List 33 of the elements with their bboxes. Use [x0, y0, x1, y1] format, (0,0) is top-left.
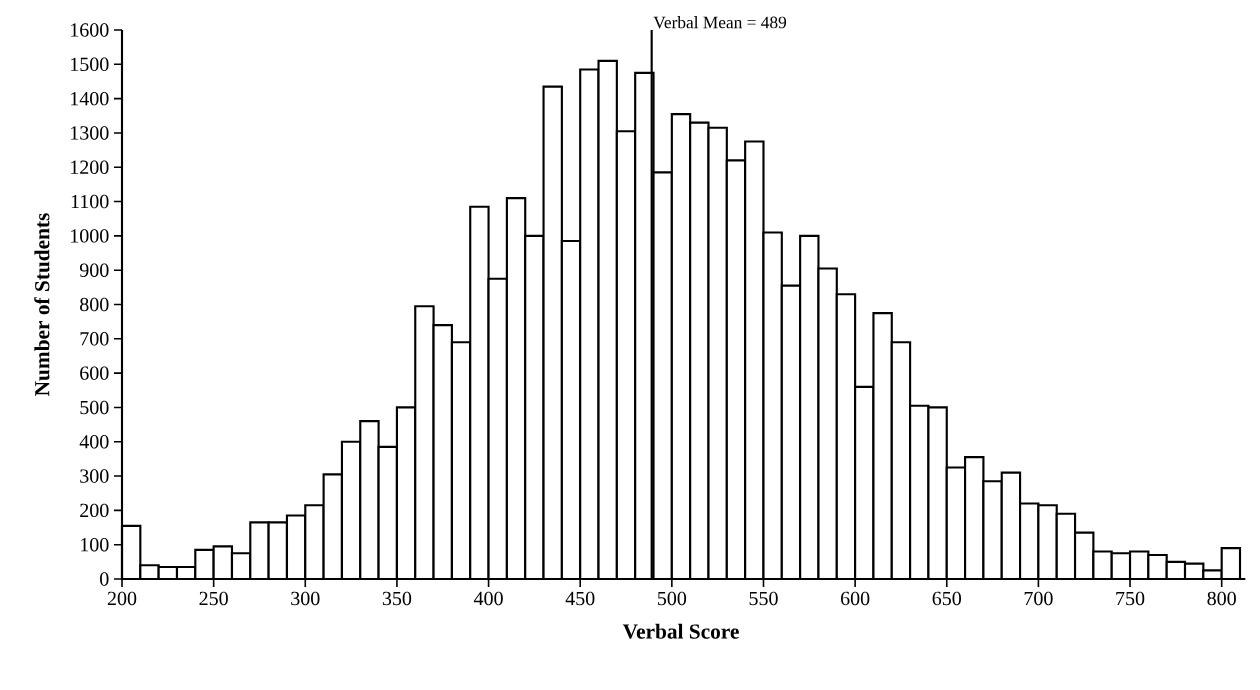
y-tick-label: 200 [80, 503, 109, 518]
x-tick-label: 250 [199, 591, 228, 606]
y-tick-label: 900 [79, 263, 109, 277]
y-tick-label: 1600 [71, 23, 109, 37]
x-tick-label: 700 [1024, 591, 1053, 606]
x-tick-label: 800 [1207, 591, 1236, 606]
y-tick-label: 1300 [71, 126, 109, 140]
y-tick-label: 500 [80, 400, 109, 415]
y-tick-label: 800 [80, 297, 109, 312]
y-tick-label: 1500 [71, 57, 109, 72]
y-tick-label: 0 [100, 572, 109, 586]
x-tick-label: 400 [473, 591, 503, 606]
y-tick-label: 400 [79, 435, 109, 449]
x-tick-label: 200 [107, 591, 137, 606]
y-tick-label: 1000 [71, 229, 109, 243]
y-tick-label: 700 [80, 332, 109, 346]
y-tick-label: 1400 [71, 91, 109, 106]
y-tick-label: 1200 [71, 160, 109, 174]
y-tick-label: 600 [80, 366, 109, 380]
x-axis-title: Verbal Score [622, 623, 739, 639]
x-tick-label: 450 [565, 591, 595, 606]
y-tick-label: 100 [81, 537, 109, 552]
x-tick-label: 500 [658, 591, 687, 606]
y-tick-label: 300 [80, 469, 109, 483]
y-tick-label: 1100 [71, 194, 109, 209]
x-tick-label: 350 [382, 591, 412, 606]
ref-line-label: Verbal Mean = 489 [653, 16, 787, 29]
x-tick-label: 750 [1116, 591, 1145, 606]
x-tick-label: 550 [749, 591, 778, 606]
x-tick-label: 600 [840, 591, 870, 606]
x-tick-label: 650 [932, 591, 961, 606]
x-tick-label: 300 [291, 591, 320, 606]
y-axis-title: Number of Students [34, 213, 50, 396]
